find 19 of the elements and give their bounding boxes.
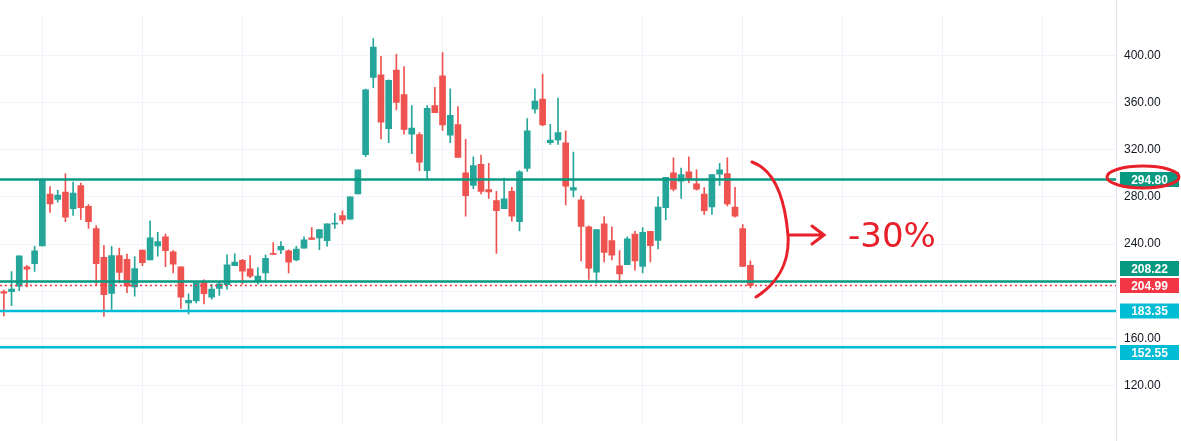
candlestick [546, 123, 554, 145]
annotation: -30% [848, 214, 936, 255]
y-tick-label: 360.00 [1124, 94, 1162, 109]
y-tick-label: 320.00 [1124, 142, 1162, 157]
ref-line-label: 183.35 [1131, 304, 1169, 319]
candlestick [554, 97, 562, 145]
y-tick-label: 400.00 [1124, 47, 1162, 62]
ref-line-label: 208.22 [1131, 261, 1169, 276]
y-tick-label: 120.00 [1124, 378, 1162, 392]
ref-line-label: 152.55 [1131, 345, 1169, 360]
candlestick [0, 289, 8, 317]
y-tick-label: 240.00 [1124, 236, 1162, 251]
y-tick-label: 160.00 [1124, 330, 1162, 345]
candlestick [408, 105, 416, 155]
candlestick [269, 242, 277, 255]
ref-line-label: 204.99 [1131, 278, 1169, 293]
ref-line-label: 294.80 [1131, 172, 1169, 187]
candlestick [308, 227, 316, 240]
y-tick-label: 280.00 [1124, 189, 1162, 204]
